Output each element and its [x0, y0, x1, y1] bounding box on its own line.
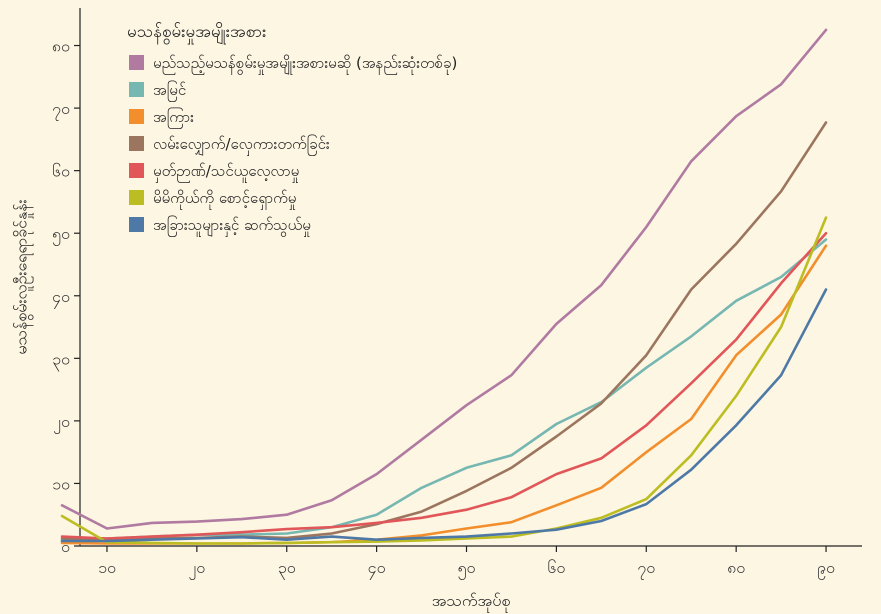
legend-label: မှတ်ဉာဏ်/သင်ယူလေ့လာမှု: [153, 162, 299, 183]
x-tick-label: ၈၀: [727, 558, 745, 577]
y-tick-label: ၄၀: [52, 287, 70, 309]
x-tick-label: ၇၀: [637, 558, 655, 580]
legend: မသန်စွမ်းမှုအမျိုးအစား မည်သည့်မသန်စွမ်းမ…: [127, 22, 457, 237]
series-line-5: [60, 231, 828, 540]
series-line-7: [60, 288, 828, 543]
x-tick-label: ၅၀: [458, 558, 476, 580]
x-tick-label: ၆၀: [547, 558, 565, 577]
y-tick-label: ၂၀: [53, 412, 70, 434]
y-tick-label: ၀: [61, 537, 70, 556]
legend-label: အကြား: [153, 107, 194, 129]
legend-swatch: [129, 55, 144, 70]
legend-swatch: [129, 163, 144, 178]
y-tick-label: ၅၀: [52, 224, 70, 246]
legend-label: အခြားသူများနှင့် ဆက်သွယ်မှု: [153, 215, 311, 237]
legend-swatch: [129, 217, 144, 232]
y-ticks: ၀ ၁၀ ၂၀ ၃၀ ၄၀ ၅၀ ၆၀ ၇၀ ၈၀: [52, 37, 80, 556]
legend-swatch: [129, 136, 144, 151]
legend-title: မသန်စွမ်းမှုအမျိုးအစား: [127, 22, 267, 45]
y-axis-title: မသန်စွမ်းလူဦးရေရာခိုင်နှုန်း: [12, 199, 34, 354]
series-line-3: [60, 244, 828, 545]
x-tick-label: ၉၀: [817, 558, 835, 580]
x-tick-label: ၃၀: [278, 558, 296, 580]
legend-items: မည်သည့်မသန်စွမ်းမှုအမျိုးအစားမဆို (အနည်း…: [129, 54, 457, 237]
legend-swatch: [129, 190, 144, 205]
x-tick-label: ၂၀: [188, 558, 205, 580]
x-ticks: ၁၀ ၂၀ ၃၀ ၄၀ ၅၀ ၆၀ ၇၀ ၈၀ ၉၀: [98, 546, 835, 580]
x-axis-title: အသက်အုပ်စု: [432, 591, 511, 613]
axes: [79, 8, 862, 547]
legend-label: လမ်းလျှောက်/လှေကားတက်ခြင်း: [153, 134, 330, 156]
x-tick-label: ၁၀: [98, 558, 116, 577]
x-tick-label: ၄၀: [368, 558, 386, 580]
y-tick-label: ၈၀: [52, 37, 70, 56]
series-line-6: [60, 216, 828, 545]
legend-swatch: [129, 109, 144, 124]
y-tick-label: ၃၀: [52, 349, 70, 371]
y-tick-label: ၇၀: [52, 99, 70, 121]
series-lines: [60, 28, 828, 545]
legend-swatch: [129, 82, 144, 97]
legend-label: မိမိကိုယ်ကို စောင့်ရှောက်မှု: [153, 189, 296, 210]
y-tick-label: ၆၀: [52, 162, 70, 181]
legend-label: အမြင်: [153, 80, 186, 102]
legend-label: မည်သည့်မသန်စွမ်းမှုအမျိုးအစားမဆို (အနည်း…: [153, 54, 457, 75]
series-line-1: [60, 28, 828, 530]
y-tick-label: ၁၀: [52, 474, 70, 493]
